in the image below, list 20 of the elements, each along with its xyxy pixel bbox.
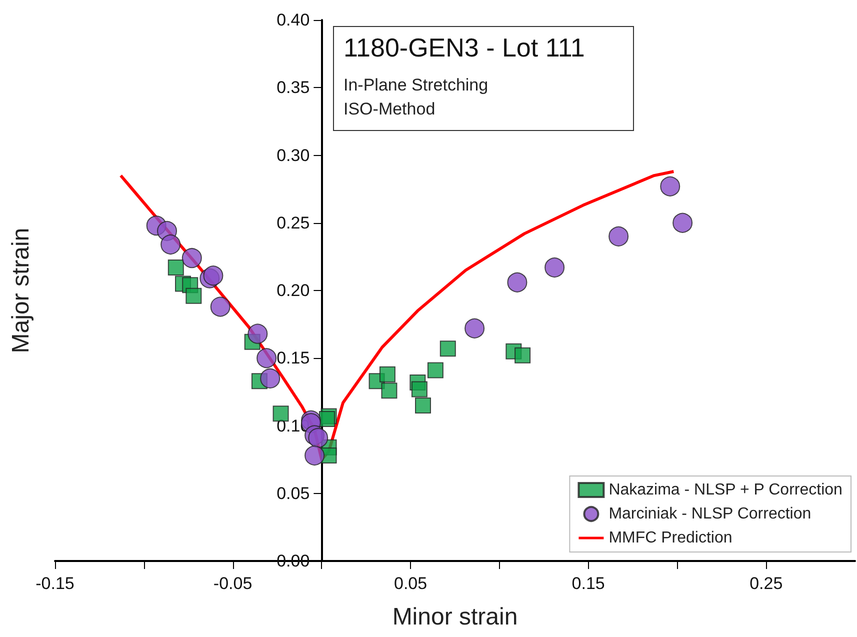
y-axis-title: Major strain bbox=[8, 228, 34, 354]
y-tick-label: 0.20 bbox=[276, 281, 310, 300]
text: 1180-GEN3 - Lot 111 bbox=[344, 32, 585, 62]
legend-label: MMFC Prediction bbox=[608, 530, 732, 546]
annotation: In-Plane Stretching bbox=[344, 76, 488, 94]
x-tick-label: 0.05 bbox=[394, 574, 428, 593]
legend-label: Marciniak - NLSP Correction bbox=[608, 506, 812, 522]
annotation: ISO-Method bbox=[344, 100, 436, 118]
x-tick-label: 0.25 bbox=[750, 574, 783, 593]
y-tick-label: 0.40 bbox=[276, 10, 310, 30]
x-tick-label: -0.15 bbox=[36, 574, 74, 593]
x-axis-title: Minor strain bbox=[392, 604, 518, 630]
y-tick-label: 0.30 bbox=[276, 146, 310, 165]
x-tick-label: 0.15 bbox=[572, 574, 605, 593]
y-tick-label: 0.15 bbox=[276, 348, 310, 368]
legend-label: Nakazima - NLSP + P Correction bbox=[608, 482, 842, 498]
y-tick-label: 0.25 bbox=[276, 213, 310, 232]
x-tick-label: -0.05 bbox=[213, 574, 252, 593]
y-tick-label: 0.05 bbox=[276, 484, 310, 503]
y-tick-label: 0.35 bbox=[276, 78, 310, 98]
